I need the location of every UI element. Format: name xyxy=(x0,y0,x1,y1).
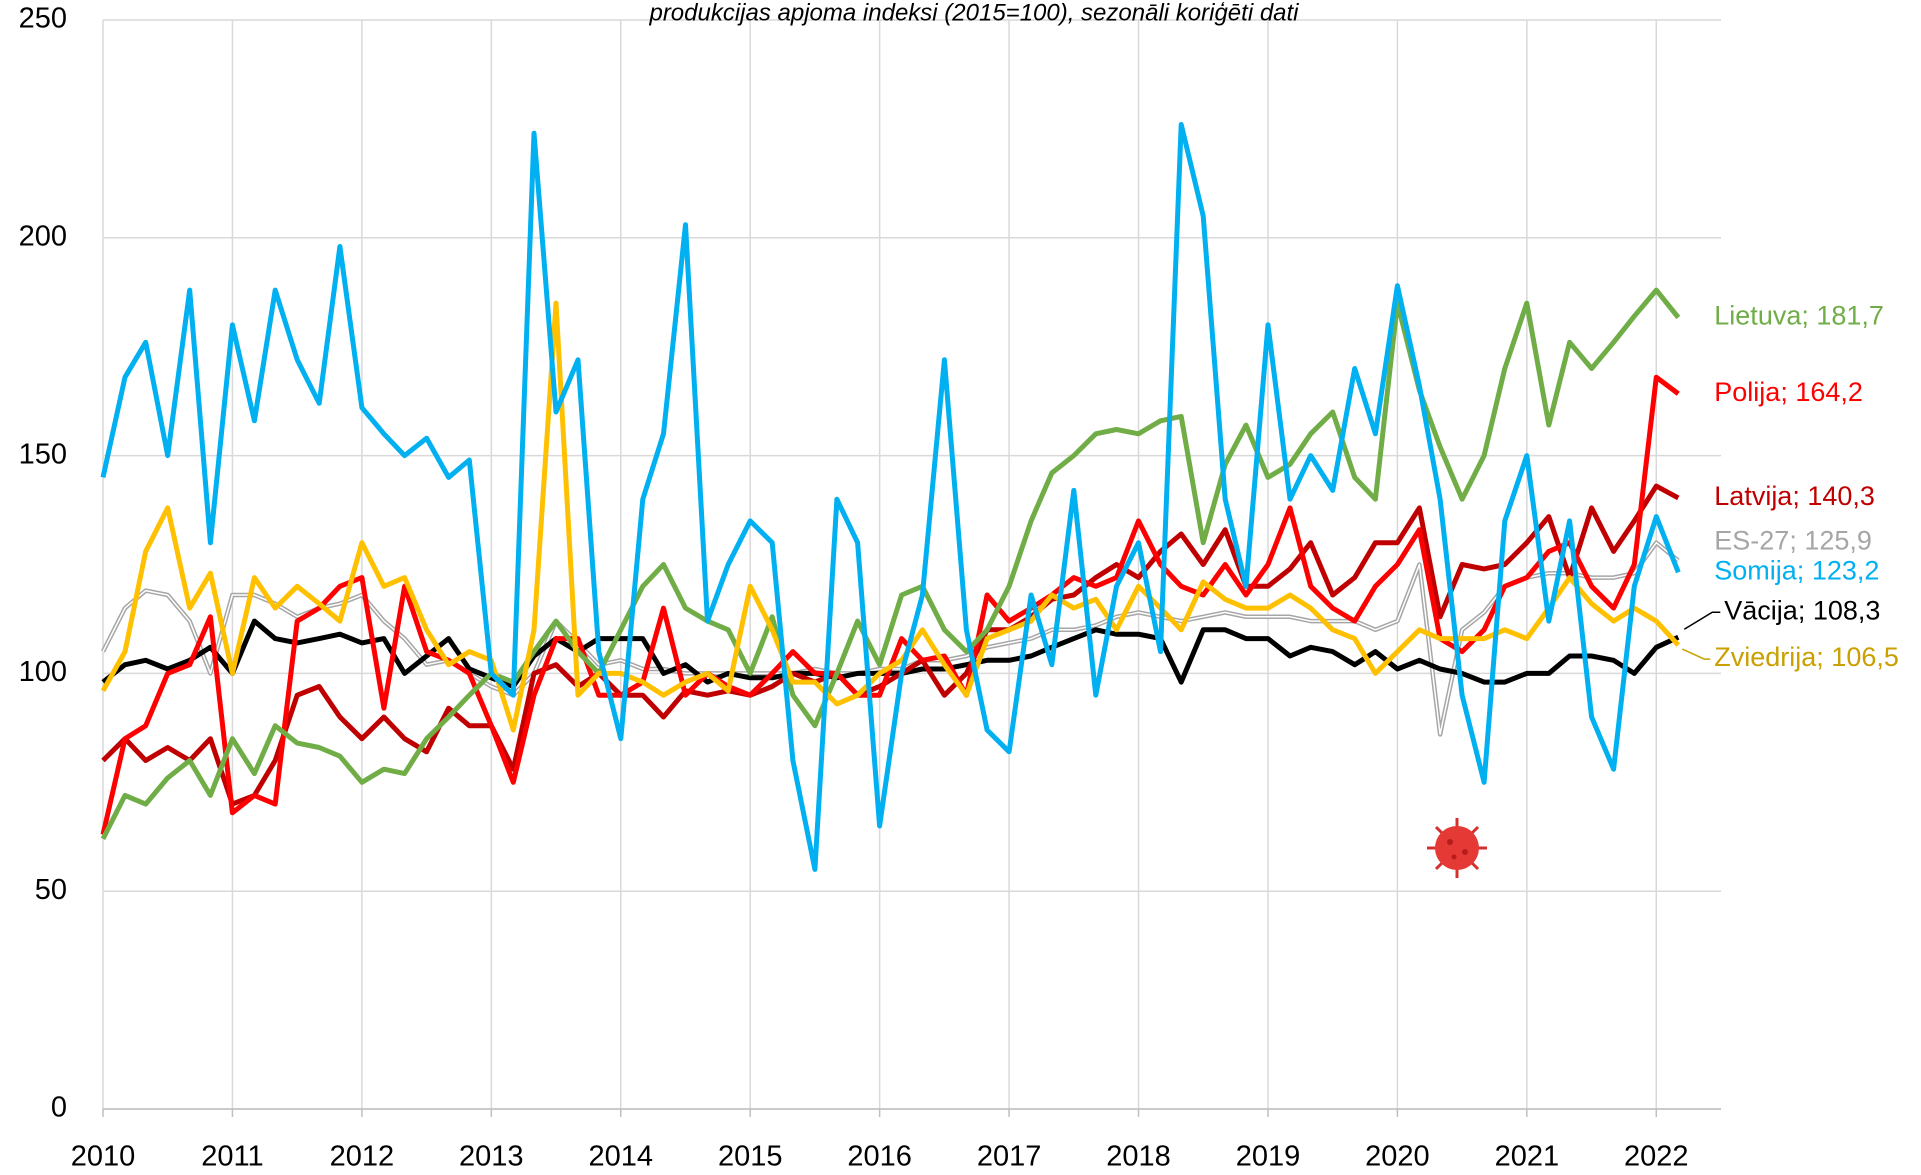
x-tick-label: 2017 xyxy=(977,1141,1042,1173)
series-label: Vācija; 108,3 xyxy=(1724,595,1880,625)
y-tick-label: 100 xyxy=(19,656,67,688)
x-tick-label: 2014 xyxy=(589,1141,654,1173)
y-tick-label: 200 xyxy=(19,220,67,252)
y-tick-label: 250 xyxy=(19,3,67,35)
series-label: Zviedrija; 106,5 xyxy=(1714,642,1899,672)
x-tick-label: 2021 xyxy=(1495,1141,1560,1173)
plot: 0 50 100 150 200 250 2010 2011 2012 2013 2014 2015 2… xyxy=(19,3,1899,1173)
x-tick-label: 2020 xyxy=(1365,1141,1430,1173)
virus-icon xyxy=(1427,818,1487,878)
series-line xyxy=(101,483,1680,807)
x-tick-label: 2019 xyxy=(1236,1141,1301,1173)
x-tick-label: 2012 xyxy=(330,1141,395,1173)
series-label: Somija; 123,2 xyxy=(1714,555,1879,585)
series-label: Latvija; 140,3 xyxy=(1714,481,1875,511)
x-tick-label: 2022 xyxy=(1624,1141,1689,1173)
x-tick-label: 2013 xyxy=(459,1141,524,1173)
y-tick-label: 150 xyxy=(19,438,67,470)
x-tick-label: 2018 xyxy=(1106,1141,1171,1173)
chart-title: produkcijas apjoma indeksi (2015=100), s… xyxy=(648,0,1299,26)
series-label: Lietuva; 181,7 xyxy=(1714,301,1884,331)
series-label: Polija; 164,2 xyxy=(1714,377,1863,407)
x-tick-label: 2016 xyxy=(847,1141,912,1173)
x-tick-label: 2010 xyxy=(71,1141,136,1173)
leader-line xyxy=(1683,611,1721,630)
series-line xyxy=(100,122,1681,872)
y-tick-label: 50 xyxy=(35,874,67,906)
series-line xyxy=(100,300,1681,733)
series-label: ES-27; 125,9 xyxy=(1714,526,1872,556)
x-tick-label: 2011 xyxy=(201,1141,263,1173)
leader-line xyxy=(1681,648,1711,660)
x-tick-label: 2015 xyxy=(718,1141,783,1173)
y-tick-label: 0 xyxy=(51,1092,67,1124)
